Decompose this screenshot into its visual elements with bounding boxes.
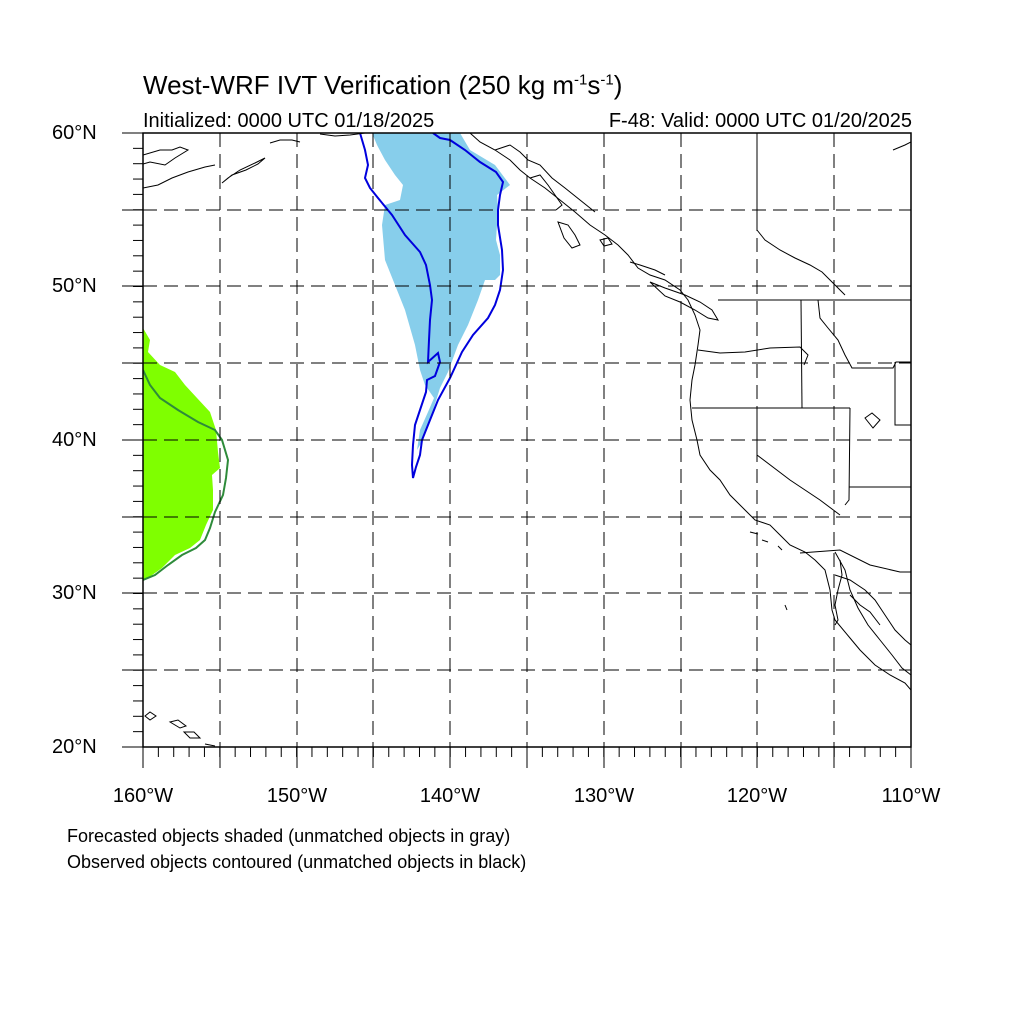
coastlines (143, 133, 911, 747)
lat-label-60n: 60°N (52, 122, 97, 144)
lat-label-30n: 30°N (52, 582, 97, 604)
lat-label-40n: 40°N (52, 429, 97, 451)
caption-forecast: Forecasted objects shaded (unmatched obj… (67, 826, 511, 846)
minor-ticks (133, 132, 912, 757)
initialized-label: Initialized: 0000 UTC 01/18/2025 (143, 110, 435, 132)
forecast-object-1 (372, 133, 510, 450)
lon-label-160w: 160°W (112, 785, 174, 807)
lon-label-150w: 150°W (266, 785, 328, 807)
lon-label-140w: 140°W (419, 785, 481, 807)
observed-object-1 (359, 133, 505, 479)
caption-observed: Observed objects contoured (unmatched ob… (67, 852, 527, 872)
lat-label-50n: 50°N (52, 275, 97, 297)
forecast-object-2 (143, 328, 220, 580)
axis-ticks (122, 132, 912, 768)
graticule (143, 133, 911, 747)
map-title: West-WRF IVT Verification (250 kg m-1s-1… (143, 70, 623, 100)
lon-label-110w: 110°W (881, 785, 941, 807)
lon-label-130w: 130°W (573, 785, 635, 807)
lon-label-120w: 120°W (726, 785, 788, 807)
observed-object-2 (143, 369, 230, 581)
valid-time-label: F-48: Valid: 0000 UTC 01/20/2025 (608, 110, 912, 132)
lat-label-20n: 20°N (52, 736, 97, 758)
